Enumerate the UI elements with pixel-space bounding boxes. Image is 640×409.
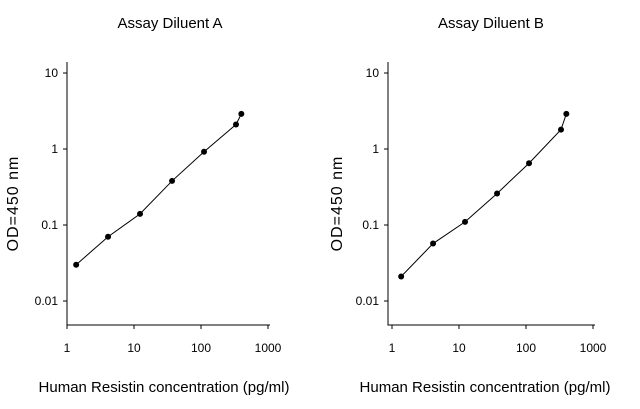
- chart1-data-point: [137, 210, 144, 217]
- chart2-y-tick-label: 0.1: [362, 218, 379, 232]
- chart1-data-point: [73, 261, 80, 268]
- chart1-title: Assay Diluent A: [117, 15, 222, 32]
- chart1-y-axis-label: OD=450 nm: [5, 156, 22, 252]
- chart2-axes: [387, 62, 595, 326]
- chart2-x-tick-label: 1000: [580, 341, 607, 355]
- chart2-series-line: [400, 113, 567, 277]
- chart1-x-axis-label: Human Resistin concentration (pg/ml): [39, 379, 290, 396]
- chart1-series-line: [75, 113, 242, 266]
- chart1-data-point: [169, 177, 176, 184]
- chart2-data-point: [430, 240, 437, 247]
- chart1-axes: [66, 62, 270, 326]
- chart2-data-point: [526, 160, 533, 167]
- chart2-y-axis-label: OD=450 nm: [329, 156, 346, 252]
- chart1-data-point: [201, 148, 208, 155]
- chart2-y-tick-label: 0.01: [356, 294, 380, 308]
- chart2-data-point: [462, 218, 469, 225]
- chart2-data-point: [558, 126, 565, 133]
- chart1-data-point: [233, 121, 240, 128]
- chart2-data-point: [398, 273, 405, 280]
- chart1-y-tick-label: 0.01: [35, 294, 59, 308]
- chart1-y-tick-label: 0.1: [41, 218, 58, 232]
- chart2-x-tick-label: 1: [389, 341, 396, 355]
- chart2-title: Assay Diluent B: [438, 15, 544, 32]
- chart1-data-point: [238, 110, 245, 117]
- chart1-y-tick-label: 1: [51, 142, 58, 156]
- chart2-x-axis-label: Human Resistin concentration (pg/ml): [360, 379, 611, 396]
- chart1-y-tick-label: 10: [45, 66, 59, 80]
- chart1-x-tick-label: 10: [127, 341, 141, 355]
- chart1-x-tick-label: 1000: [255, 341, 282, 355]
- chart2-data-point: [494, 190, 501, 197]
- chart2-x-tick-label: 100: [516, 341, 536, 355]
- chart1-data-point: [105, 233, 112, 240]
- chart1-x-tick-label: 100: [191, 341, 211, 355]
- chart1-x-tick-label: 1: [64, 341, 71, 355]
- chart2-x-tick-label: 10: [452, 341, 466, 355]
- chart2-y-tick-label: 10: [366, 66, 380, 80]
- chart2-y-tick-label: 1: [372, 142, 379, 156]
- chart2-data-point: [563, 110, 570, 117]
